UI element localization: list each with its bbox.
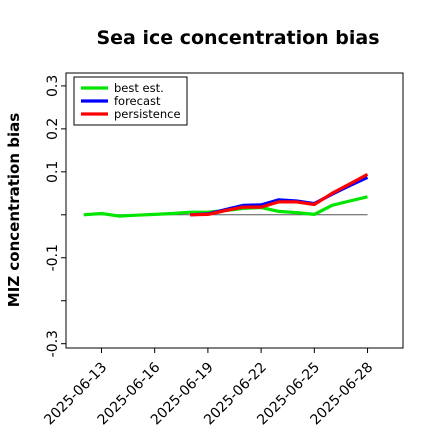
series-line-persistence [190,172,369,217]
y-tick-label: -0.3 [45,330,61,357]
y-axis-label: MIZ concentration bias [5,113,23,307]
legend-label: forecast [114,94,161,108]
y-tick-label: 0.2 [45,118,61,140]
legend-label: best est. [114,81,164,95]
y-axis-ticks: -0.3 -0.1 0.1 0.2 0.3 [45,75,66,357]
y-tick-label: 0.1 [45,161,61,183]
legend-label: persistence [114,107,181,121]
y-tick-label: 0.3 [45,75,61,97]
x-axis-ticks: 2025-06-132025-06-162025-06-192025-06-22… [41,348,376,428]
y-tick-label: -0.1 [45,244,61,271]
series-layer [83,172,369,218]
chart-title: Sea ice concentration bias [96,27,379,49]
